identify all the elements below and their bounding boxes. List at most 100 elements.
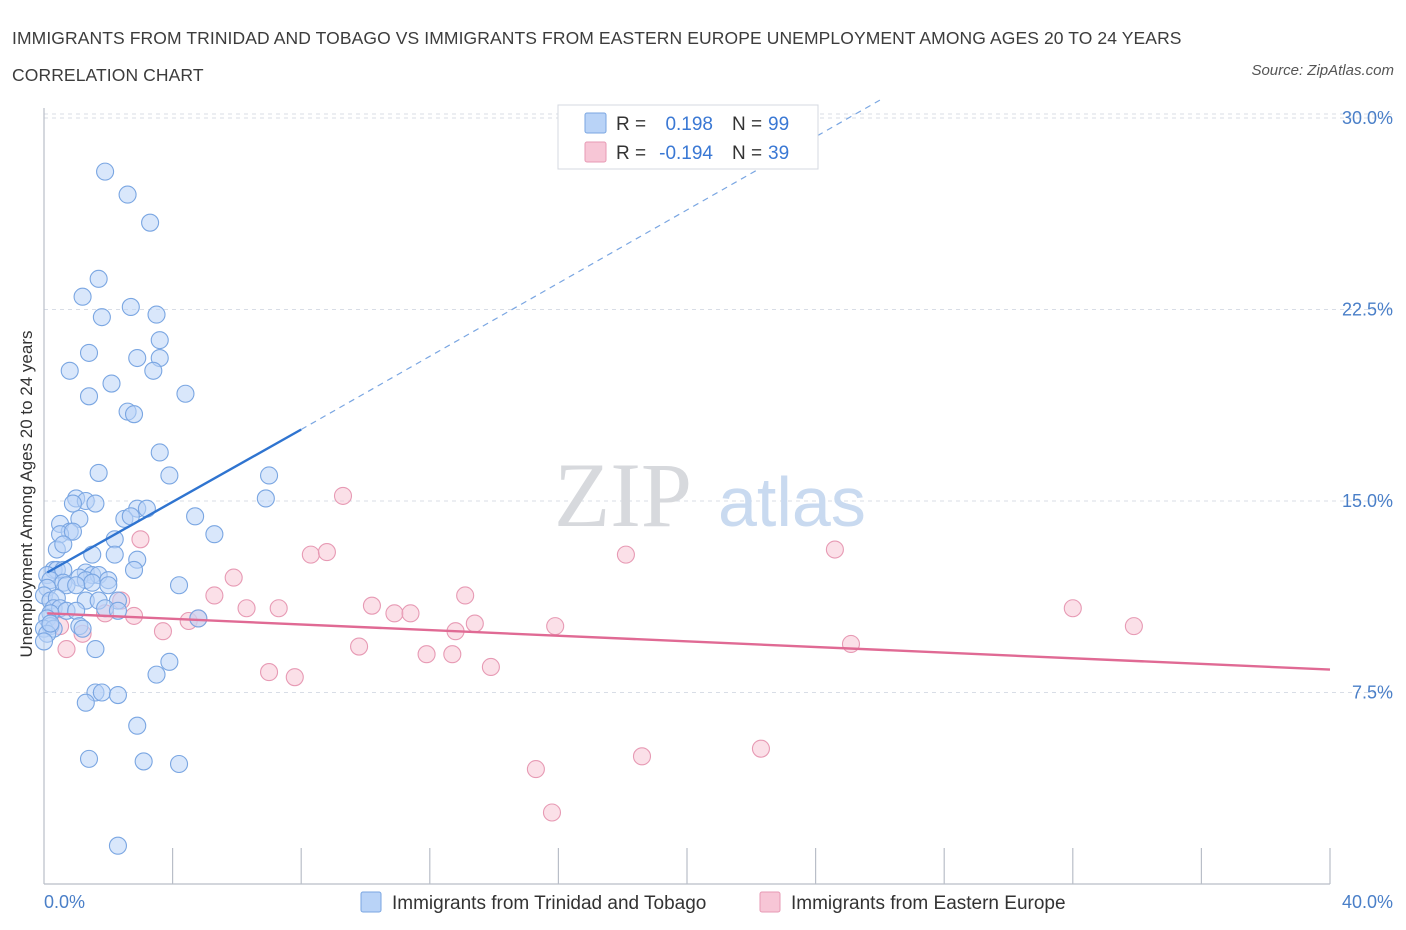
eastern-europe-point-17 — [1063, 599, 1082, 618]
trinidad-tobago-point-94 — [169, 754, 189, 774]
trinidad-tobago-point-16 — [176, 384, 195, 403]
legend-r-label-blue: R = — [616, 114, 646, 135]
trinidad-tobago-point-1 — [118, 185, 137, 204]
eastern-europe-point-2 — [317, 543, 336, 562]
correlation-legend: R = 0.198 N = 99 R = -0.194 N = 39 — [557, 104, 819, 170]
chart-source: Source: ZipAtlas.com — [1251, 62, 1394, 79]
eastern-europe-point-28 — [417, 645, 436, 664]
trinidad-tobago-point-92 — [79, 749, 99, 768]
trinidad-tobago-point-3 — [89, 269, 108, 288]
eastern-europe-point-5 — [825, 540, 844, 559]
eastern-europe-point-13 — [401, 604, 420, 623]
trinidad-tobago-point-61 — [67, 576, 86, 595]
x-axis-ticks — [172, 848, 1331, 884]
eastern-europe-point-38 — [542, 803, 562, 822]
y-tick-label-2: 22.5% — [1342, 300, 1393, 320]
trinidad-tobago-point-22 — [259, 466, 279, 485]
bottom-legend-swatch-blue — [360, 891, 382, 913]
eastern-europe-point-34 — [481, 657, 500, 677]
trinidad-tobago-point-42 — [83, 545, 102, 564]
trinidad-tobago-point-20 — [89, 463, 108, 482]
y-tick-label-3: 30.0% — [1342, 108, 1393, 128]
eastern-europe-point-32 — [259, 663, 279, 682]
legend-swatch-blue — [584, 112, 607, 134]
series-trinidad-tobago-points — [34, 162, 279, 855]
eastern-europe-point-29 — [443, 645, 462, 664]
trend-line-eastern-europe — [47, 612, 1331, 671]
trinidad-tobago-point-53 — [124, 560, 144, 579]
trinidad-tobago-point-73 — [67, 601, 86, 620]
trinidad-tobago-point-95 — [108, 836, 127, 855]
legend-r-value-pink: -0.194 — [659, 143, 713, 164]
trinidad-tobago-point-9 — [128, 348, 147, 368]
eastern-europe-point-3 — [333, 486, 353, 505]
trinidad-tobago-point-0 — [96, 162, 115, 181]
trinidad-tobago-point-32 — [137, 499, 156, 518]
trinidad-tobago-point-2 — [141, 213, 160, 232]
eastern-europe-point-15 — [465, 614, 484, 633]
eastern-europe-point-14 — [456, 586, 475, 605]
trinidad-tobago-point-85 — [160, 652, 179, 671]
trinidad-tobago-point-63 — [169, 576, 189, 595]
legend-n-label-blue: N = — [732, 114, 762, 135]
eastern-europe-point-9 — [237, 599, 256, 618]
trinidad-tobago-point-98 — [41, 614, 60, 633]
watermark-atlas: atlas — [718, 463, 866, 541]
eastern-europe-point-11 — [362, 596, 381, 615]
y-tick-label-0: 7.5% — [1352, 683, 1393, 703]
eastern-europe-point-37 — [526, 760, 545, 779]
x-tick-label-max: 40.0% — [1342, 892, 1393, 912]
trinidad-tobago-point-62 — [99, 576, 118, 595]
eastern-europe-point-31 — [57, 640, 76, 659]
trinidad-tobago-point-76 — [108, 601, 127, 620]
legend-r-value-blue: 0.198 — [665, 114, 713, 135]
bottom-legend-label-blue: Immigrants from Trinidad and Tobago — [392, 893, 706, 914]
legend-n-value-pink: 39 — [768, 143, 789, 164]
y-tick-label-1: 15.0% — [1342, 491, 1393, 511]
trinidad-tobago-point-7 — [147, 305, 166, 324]
trinidad-tobago-point-91 — [128, 716, 147, 735]
y-axis-title: Unemployment Among Ages 20 to 24 years — [17, 331, 36, 658]
trinidad-tobago-point-90 — [76, 693, 95, 712]
trinidad-tobago-point-43 — [105, 545, 124, 564]
legend-r-label-pink: R = — [616, 143, 646, 164]
trinidad-tobago-point-35 — [186, 507, 205, 526]
series-eastern-europe-points — [51, 486, 1143, 822]
trinidad-tobago-point-21 — [160, 466, 179, 485]
watermark-zip: ZIP — [554, 444, 692, 546]
trinidad-tobago-point-14 — [102, 374, 121, 393]
trinidad-tobago-point-97 — [34, 632, 54, 651]
eastern-europe-point-1 — [301, 545, 320, 564]
series-legend: Immigrants from Trinidad and Tobago Immi… — [360, 891, 1066, 914]
eastern-europe-point-12 — [385, 604, 404, 623]
trinidad-tobago-point-8 — [79, 343, 99, 362]
trinidad-tobago-point-82 — [73, 619, 92, 638]
trinidad-tobago-point-11 — [150, 331, 169, 350]
trinidad-tobago-point-13 — [144, 361, 163, 380]
trinidad-tobago-point-86 — [147, 665, 166, 684]
trinidad-tobago-point-39 — [63, 522, 82, 541]
y-axis-tick-labels: 7.5% 15.0% 22.5% 30.0% — [1342, 108, 1393, 703]
trinidad-tobago-point-23 — [256, 489, 275, 508]
eastern-europe-point-23 — [153, 622, 173, 641]
eastern-europe-point-6 — [224, 568, 243, 587]
trinidad-tobago-point-18 — [124, 405, 144, 424]
trinidad-tobago-point-36 — [205, 525, 224, 544]
eastern-europe-point-0 — [131, 530, 150, 549]
bottom-legend-label-pink: Immigrants from Eastern Europe — [791, 893, 1066, 914]
trinidad-tobago-point-41 — [54, 535, 73, 554]
trinidad-tobago-point-4 — [73, 287, 92, 306]
trinidad-tobago-point-84 — [86, 640, 105, 659]
trinidad-tobago-point-27 — [86, 494, 105, 513]
eastern-europe-point-7 — [205, 586, 224, 605]
legend-n-label-pink: N = — [732, 143, 762, 164]
trinidad-tobago-point-26 — [63, 494, 82, 513]
legend-swatch-pink — [584, 141, 607, 163]
trinidad-tobago-point-12 — [60, 361, 79, 380]
trinidad-tobago-point-83 — [189, 609, 208, 628]
trinidad-tobago-point-6 — [92, 308, 111, 327]
trinidad-tobago-point-88 — [92, 683, 111, 702]
eastern-europe-point-10 — [269, 599, 288, 618]
bottom-legend-swatch-pink — [759, 891, 781, 913]
